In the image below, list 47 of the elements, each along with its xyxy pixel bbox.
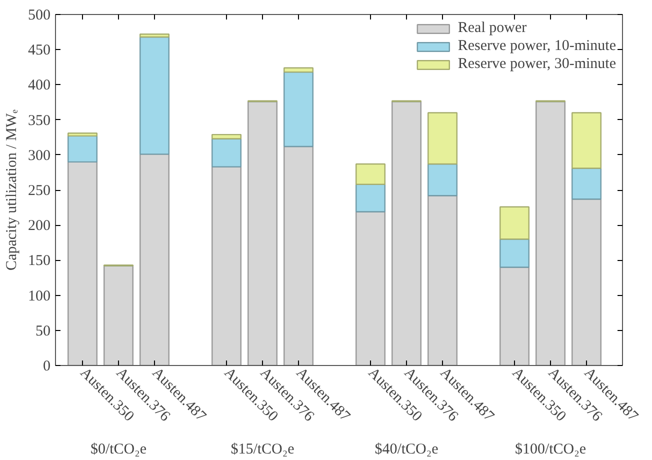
y-tick-label: 450: [28, 42, 50, 59]
y-tick-label: 200: [28, 218, 50, 234]
bar: [428, 112, 458, 165]
bar: [392, 100, 422, 366]
y-axis-title: Capacity utilization / MWₑ: [4, 109, 20, 270]
legend-label: Reserve power, 30-minute: [458, 56, 616, 73]
y-tick-label: 300: [28, 148, 50, 164]
bar: [356, 211, 386, 366]
bar: [356, 184, 386, 212]
bar: [140, 34, 170, 38]
y-tick-label: 400: [28, 78, 50, 94]
bar: [536, 100, 566, 366]
y-tick-label: 250: [28, 183, 50, 199]
bar: [212, 134, 242, 140]
bar: [428, 163, 458, 196]
y-tick-label: 500: [28, 8, 50, 24]
y-tick-label: 0: [43, 358, 50, 374]
legend-label: Real power: [458, 20, 527, 37]
bar: [212, 138, 242, 168]
bar: [104, 265, 134, 366]
bar: [140, 154, 170, 366]
bar: [572, 198, 602, 366]
bar: [140, 36, 170, 155]
bar: [68, 132, 98, 137]
bar: [68, 161, 98, 366]
bar: [284, 67, 314, 73]
bar: [500, 266, 530, 366]
bar: [284, 146, 314, 366]
text: $40/tCO₂e: [374, 442, 439, 458]
y-tick-label: 150: [28, 253, 50, 270]
legend-label: Reserve power, 10-minute: [458, 38, 616, 55]
y-tick-label: 50: [36, 323, 50, 340]
bar: [68, 135, 98, 163]
y-tick-label: 100: [28, 288, 50, 304]
text: $100/tCO₂e: [514, 442, 586, 458]
bar: [500, 206, 530, 240]
bar: [572, 168, 602, 200]
bar: [572, 112, 602, 169]
bar: [212, 166, 242, 366]
text: $15/tCO₂e: [230, 442, 295, 458]
bar: [428, 195, 458, 366]
bar: [248, 100, 278, 366]
bar: [284, 71, 314, 148]
text: $0/tCO₂e: [90, 442, 147, 458]
y-tick-label: 350: [28, 112, 50, 129]
bar: [500, 238, 530, 268]
bar: [356, 163, 386, 185]
